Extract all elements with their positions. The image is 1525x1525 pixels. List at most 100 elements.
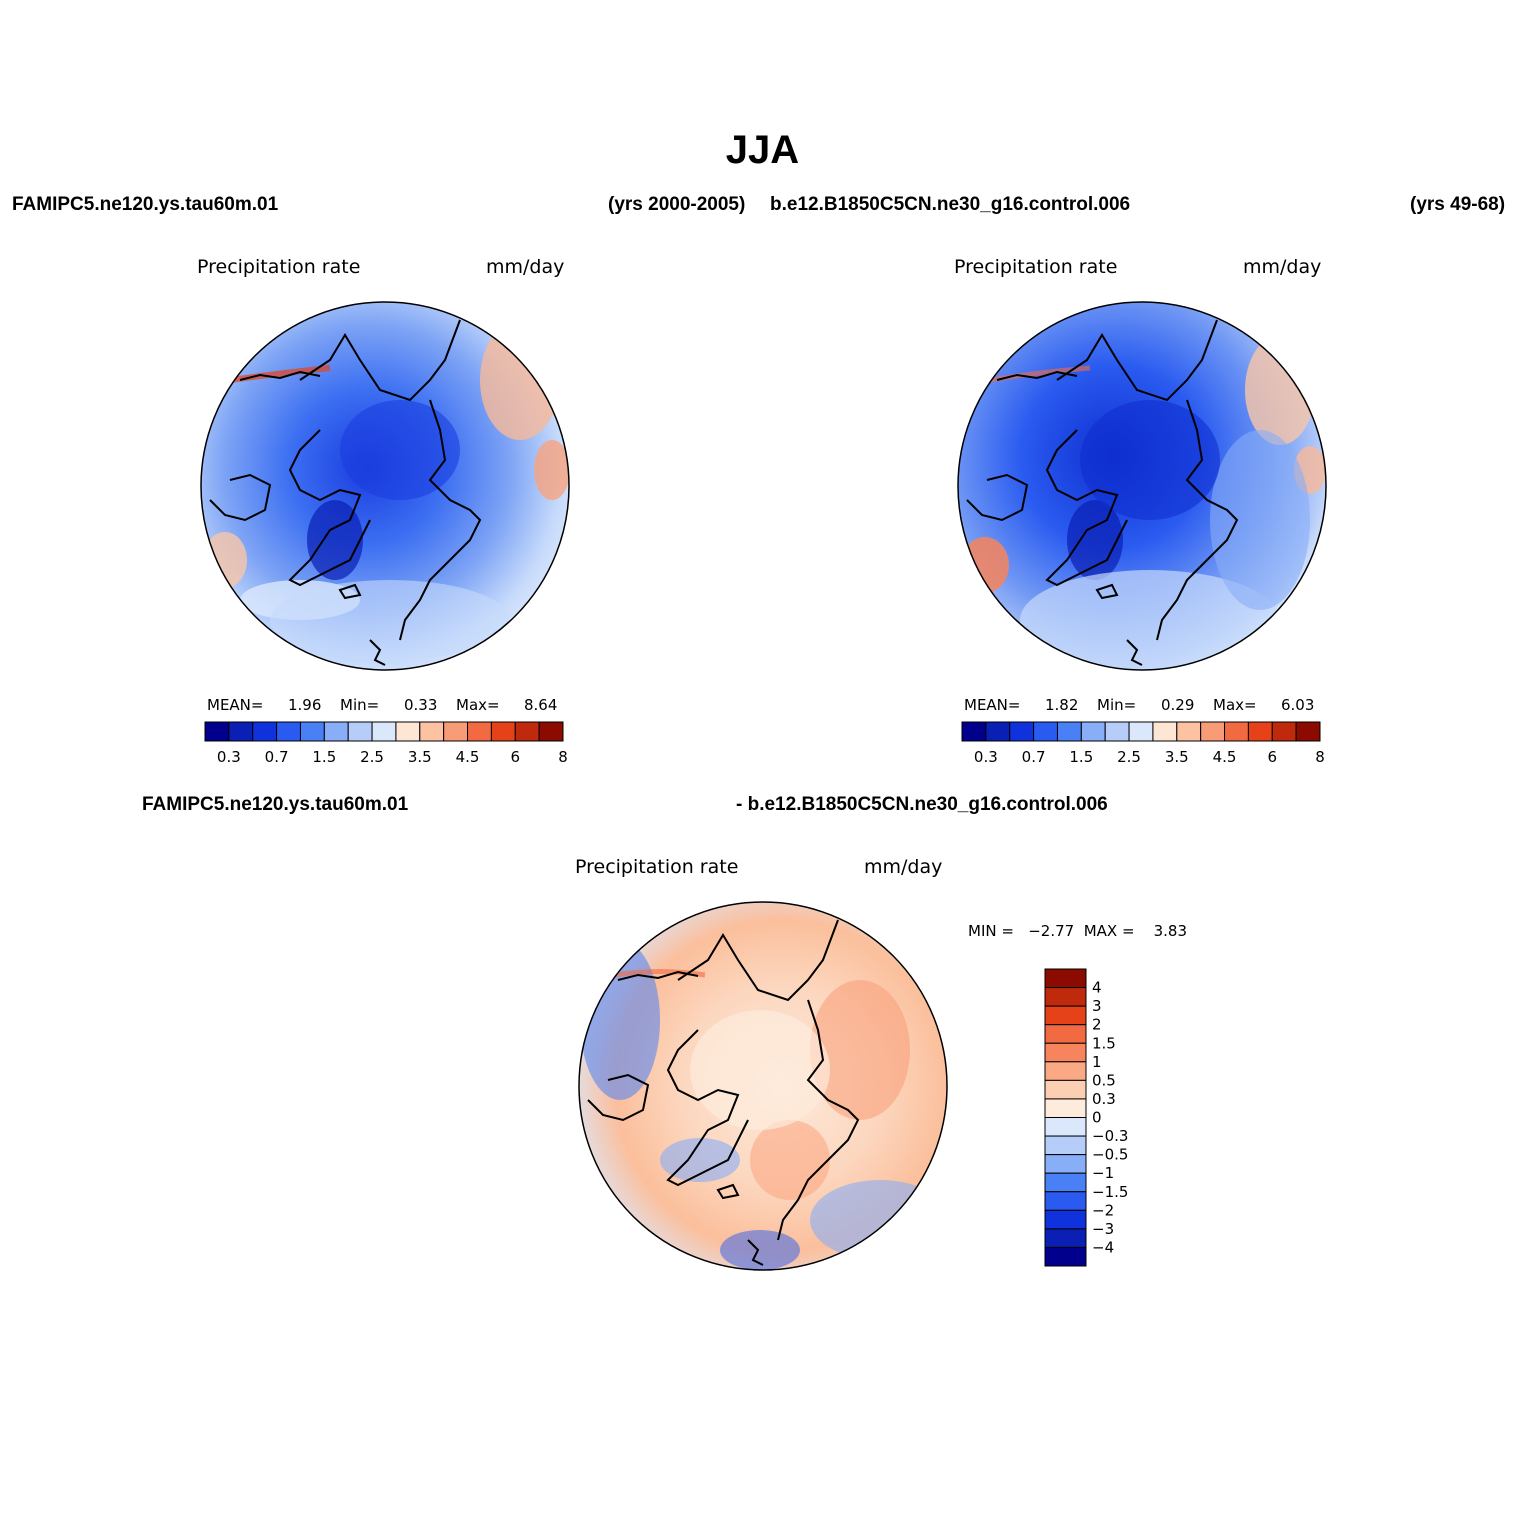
- panel3-units: mm/day: [864, 856, 943, 878]
- colorbar-tick-label: 0: [1092, 1109, 1102, 1127]
- colorbar-swatch: [1271, 721, 1297, 742]
- colorbar-swatch: [299, 721, 325, 742]
- colorbar-tick-label: 6: [1267, 748, 1277, 766]
- colorbar-tick-label: 1: [1092, 1053, 1102, 1071]
- colorbar-swatch: [1044, 1024, 1087, 1044]
- panel2-min-label: Min=: [1097, 696, 1137, 714]
- colorbar-swatch: [1044, 1191, 1087, 1211]
- panel1-min-value: 0.33: [404, 696, 438, 714]
- diff-case-left: FAMIPC5.ne120.ys.tau60m.01: [142, 794, 409, 815]
- colorbar-tick-label: 0.3: [1092, 1090, 1116, 1108]
- colorbar-swatch: [443, 721, 469, 742]
- colorbar-swatch: [514, 721, 540, 742]
- map-panel2: [957, 301, 1327, 671]
- colorbar-tick-label: −3: [1092, 1220, 1114, 1238]
- colorbar-tick-label: 4.5: [456, 748, 480, 766]
- panel2-mean-label: MEAN=: [964, 696, 1021, 714]
- colorbar-swatch: [1152, 721, 1178, 742]
- colorbar-swatch: [538, 721, 564, 742]
- colorbar-swatch: [1104, 721, 1130, 742]
- colorbar-swatch: [1033, 721, 1058, 742]
- colorbar-tick-label: 4: [1092, 979, 1102, 997]
- colorbar-swatch: [1056, 721, 1082, 742]
- panel2-units: mm/day: [1243, 256, 1322, 278]
- colorbar-tick-label: 0.3: [217, 748, 241, 766]
- diff-case-right: - b.e12.B1850C5CN.ne30_g16.control.006: [736, 794, 1108, 815]
- colorbar-swatch: [1247, 721, 1273, 742]
- colorbar-tick-label: −0.5: [1092, 1146, 1128, 1164]
- colorbar-swatch: [252, 721, 278, 742]
- colorbar-swatch: [204, 721, 230, 742]
- colorbar-swatch: [1044, 1172, 1087, 1193]
- panel3-minmax: MIN = −2.77 MAX = 3.83: [968, 922, 1188, 940]
- panel1-mean-value: 1.96: [288, 696, 322, 714]
- colorbar-tick-label: 2.5: [360, 748, 384, 766]
- colorbar-tick-label: −1: [1092, 1164, 1114, 1182]
- colorbar-swatch: [371, 721, 397, 742]
- colorbar-tick-label: 0.5: [1092, 1071, 1116, 1089]
- colorbar-tick-label: 3: [1092, 997, 1102, 1015]
- colorbar-swatch: [1044, 1154, 1087, 1174]
- colorbar-tick-label: −0.3: [1092, 1127, 1128, 1145]
- colorbar-tick-label: 0.3: [974, 748, 998, 766]
- colorbar-swatch: [323, 721, 349, 742]
- colorbar-swatch: [276, 721, 301, 742]
- panel1-min-label: Min=: [340, 696, 380, 714]
- colorbar-swatch: [1044, 1117, 1087, 1137]
- colorbar-swatch: [1044, 1005, 1087, 1026]
- colorbar-swatch: [1044, 968, 1087, 989]
- panel1-variable: Precipitation rate: [197, 256, 361, 278]
- map-panel3-difference: [578, 901, 948, 1271]
- panel2-variable: Precipitation rate: [954, 256, 1118, 278]
- colorbar-tick-label: 3.5: [408, 748, 432, 766]
- colorbar-tick-label: 2: [1092, 1016, 1102, 1034]
- colorbar-swatch: [1295, 721, 1321, 742]
- colorbar-swatch: [1044, 1246, 1087, 1267]
- colorbar-swatch: [1009, 721, 1035, 742]
- colorbar-swatch: [1200, 721, 1226, 742]
- colorbar-swatch: [467, 721, 492, 742]
- colorbar-swatch: [1080, 721, 1106, 742]
- top-right-case-name: b.e12.B1850C5CN.ne30_g16.control.006: [770, 194, 1131, 215]
- colorbar-swatch: [1044, 1061, 1087, 1081]
- panel1-mean-label: MEAN=: [207, 696, 264, 714]
- colorbar-tick-label: 4.5: [1213, 748, 1237, 766]
- colorbar-tick-label: 2.5: [1117, 748, 1141, 766]
- colorbar-tick-label: −2: [1092, 1201, 1114, 1219]
- panel3-variable: Precipitation rate: [575, 856, 739, 878]
- colorbar-swatch: [985, 721, 1011, 742]
- top-left-case-years: (yrs 2000-2005): [608, 194, 746, 215]
- colorbar-swatch: [1044, 1079, 1087, 1100]
- colorbar-swatch: [961, 721, 987, 742]
- colorbar-swatch: [1044, 1135, 1087, 1156]
- panel1-units: mm/day: [486, 256, 565, 278]
- colorbar-tick-label: 3.5: [1165, 748, 1189, 766]
- panel2-min-value: 0.29: [1161, 696, 1195, 714]
- colorbar-swatch: [395, 721, 421, 742]
- colorbar-tick-label: 1.5: [1092, 1034, 1116, 1052]
- panel2-max-value: 6.03: [1281, 696, 1315, 714]
- colorbar-swatch: [1044, 1042, 1087, 1063]
- colorbar-tick-label: 1.5: [312, 748, 336, 766]
- top-left-case-name: FAMIPC5.ne120.ys.tau60m.01: [12, 194, 279, 215]
- panel2-max-label: Max=: [1213, 696, 1257, 714]
- colorbar-tick-label: 6: [510, 748, 520, 766]
- colorbar-swatch: [490, 721, 516, 742]
- colorbar-panel1: 0.3 0.7 1.5 2.5 3.5 4.5 6 8: [204, 721, 568, 766]
- map-panel1: [200, 301, 570, 671]
- panel1-max-label: Max=: [456, 696, 500, 714]
- colorbar-tick-label: 0.7: [1022, 748, 1046, 766]
- colorbar-swatch: [1128, 721, 1154, 742]
- colorbar-swatch: [1044, 987, 1087, 1007]
- colorbar-swatch: [347, 721, 373, 742]
- colorbar-swatch: [228, 721, 254, 742]
- colorbar-tick-label: 8: [1315, 748, 1325, 766]
- main-title: JJA: [725, 128, 800, 172]
- colorbar-swatch: [419, 721, 445, 742]
- top-right-case-years: (yrs 49-68): [1410, 194, 1506, 215]
- colorbar-panel2: 0.3 0.7 1.5 2.5 3.5 4.5 6 8: [961, 721, 1325, 766]
- colorbar-tick-label: 8: [558, 748, 568, 766]
- colorbar-swatch: [1176, 721, 1202, 742]
